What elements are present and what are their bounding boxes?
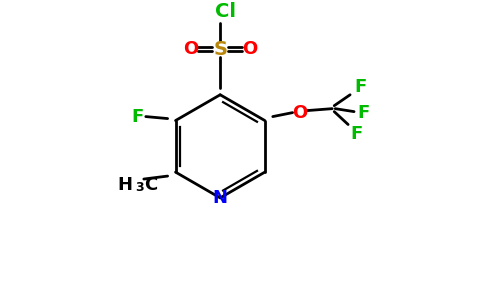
- Text: S: S: [213, 40, 227, 59]
- Text: N: N: [212, 189, 227, 207]
- Text: F: F: [132, 108, 144, 126]
- Text: H: H: [117, 176, 132, 194]
- Text: O: O: [242, 40, 257, 58]
- Text: 3: 3: [135, 182, 144, 194]
- Text: F: F: [358, 103, 370, 122]
- Text: O: O: [183, 40, 198, 58]
- Text: F: F: [354, 78, 366, 96]
- Text: F: F: [350, 125, 362, 143]
- Text: O: O: [292, 103, 307, 122]
- Text: C: C: [144, 176, 157, 194]
- Text: Cl: Cl: [214, 2, 236, 21]
